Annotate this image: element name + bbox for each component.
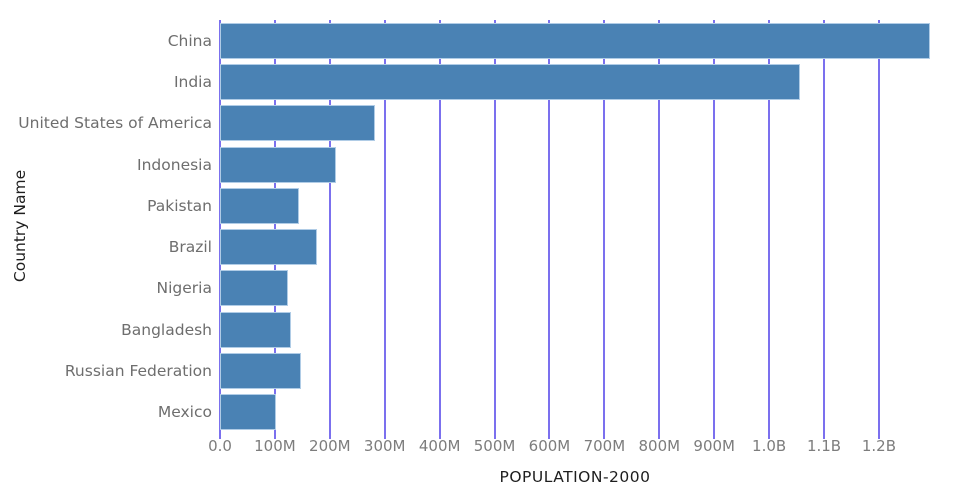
- x-tick-label: 0.0: [208, 437, 232, 455]
- category-label: Nigeria: [156, 279, 212, 298]
- gridline: [438, 20, 441, 439]
- bar-row: [220, 229, 930, 266]
- x-tick-label: 700M: [583, 437, 626, 455]
- category-label: Indonesia: [137, 155, 212, 174]
- category-label: Bangladesh: [121, 320, 212, 339]
- bar-indonesia: [220, 146, 337, 183]
- plot-area: [219, 20, 930, 439]
- x-axis-title: POPULATION-2000: [499, 468, 651, 486]
- bar-russian-federation: [220, 353, 301, 390]
- gridline: [768, 20, 771, 439]
- bar-bangladesh: [220, 311, 291, 348]
- gridline: [493, 20, 496, 439]
- x-tick-label: 300M: [363, 437, 406, 455]
- bar-row: [220, 146, 930, 183]
- gridline: [823, 20, 826, 439]
- x-tick-label: 1.1B: [806, 437, 842, 455]
- category-label: Pakistan: [147, 196, 212, 215]
- bar-row: [220, 105, 930, 142]
- gridline: [603, 20, 606, 439]
- category-label: United States of America: [18, 114, 212, 133]
- x-tick-label: 800M: [638, 437, 681, 455]
- category-label: Brazil: [168, 238, 212, 257]
- x-tick-label: 1.2B: [861, 437, 896, 455]
- bar-row: [220, 353, 930, 390]
- bar-india: [220, 63, 801, 100]
- bar-brazil: [220, 229, 317, 266]
- bar-row: [220, 187, 930, 224]
- category-label: China: [167, 31, 212, 50]
- x-tick-label: 600M: [528, 437, 571, 455]
- bar-row: [220, 63, 930, 100]
- x-tick-label: 1.0B: [752, 437, 787, 455]
- x-tick-label: 200M: [309, 437, 351, 455]
- category-label-column: China India United States of America Indone…: [0, 20, 212, 433]
- x-tick-label: 100M: [254, 437, 296, 455]
- bar-row: [220, 22, 930, 59]
- x-tick-label: 900M: [693, 437, 735, 455]
- category-label: Mexico: [157, 403, 212, 422]
- x-tick-label: 500M: [473, 437, 516, 455]
- bar-pakistan: [220, 187, 299, 224]
- x-tick-label: 400M: [418, 437, 461, 455]
- bar-row: [220, 311, 930, 348]
- category-label: India: [173, 72, 212, 91]
- bar-row: [220, 394, 930, 431]
- bar-mexico: [220, 394, 276, 431]
- gridline: [713, 20, 716, 439]
- gridline: [383, 20, 386, 439]
- bar-united-states-of-america: [220, 105, 375, 142]
- bar-nigeria: [220, 270, 288, 307]
- gridline: [877, 20, 880, 439]
- gridline: [548, 20, 551, 439]
- bar-row: [220, 270, 930, 307]
- category-label: Russian Federation: [64, 362, 212, 381]
- gridline: [328, 20, 331, 439]
- gridline: [658, 20, 661, 439]
- bar-china: [220, 22, 930, 59]
